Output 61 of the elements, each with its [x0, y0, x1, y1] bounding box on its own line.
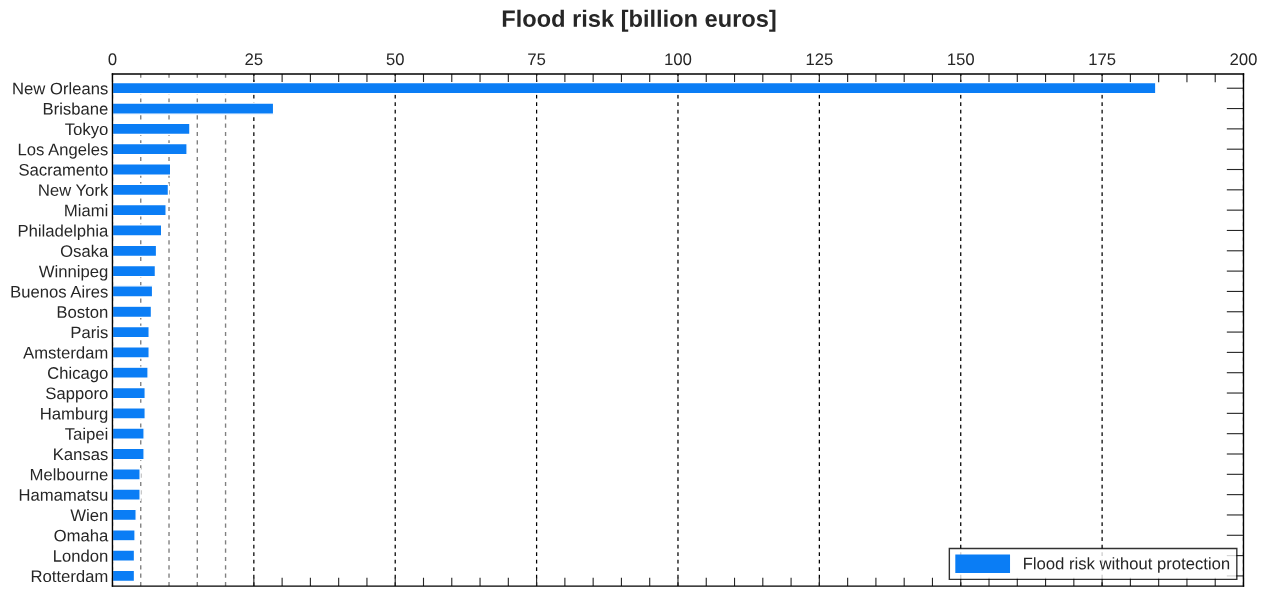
x-tick-label: 175 — [1089, 53, 1116, 66]
x-tick-label: 25 — [245, 53, 263, 66]
bar — [112, 142, 188, 156]
y-tick-label: Buenos Aires — [11, 285, 108, 298]
y-tick-label: Philadelphia — [18, 224, 109, 240]
bar — [112, 508, 137, 522]
y-tick-label: New Orleans — [13, 82, 108, 95]
bar — [112, 325, 150, 339]
bar — [112, 285, 154, 298]
y-tick-label: Sapporo — [46, 387, 108, 403]
bar — [112, 468, 141, 481]
bar — [112, 427, 145, 440]
x-tick-label: 150 — [948, 53, 974, 66]
y-tick-label: Hamamatsu — [19, 489, 108, 501]
y-tick-label: Chicago — [48, 366, 108, 383]
y-tick-label: Miami — [65, 204, 108, 217]
x-tick-label: 75 — [528, 53, 546, 66]
y-tick-label: Tokyo — [65, 122, 108, 139]
y-tick-label: Taipei — [65, 427, 108, 444]
bar — [112, 407, 146, 420]
x-tick-label: 0 — [108, 53, 117, 66]
y-tick-label: Los Angeles — [18, 143, 108, 159]
y-tick-label: Amsterdam — [23, 346, 108, 359]
y-tick-label: Osaka — [60, 244, 109, 257]
bar — [112, 305, 153, 319]
bar — [112, 102, 275, 115]
x-tick-label: 125 — [806, 53, 833, 66]
chart-title: Flood risk [billion euros] — [502, 9, 776, 32]
bar — [112, 122, 191, 136]
y-tick-label: Brisbane — [43, 102, 108, 115]
x-tick-label: 200 — [1230, 53, 1257, 66]
bar — [112, 549, 136, 562]
bar — [112, 203, 167, 217]
bar — [112, 488, 141, 501]
bar — [112, 81, 1157, 95]
bar — [112, 264, 157, 278]
x-tick-label: 50 — [386, 53, 404, 66]
legend-label: Flood risk without protection — [1024, 557, 1230, 573]
bar — [112, 366, 149, 379]
y-tick-label: Sacramento — [19, 163, 108, 176]
y-tick-label: Melbourne — [30, 468, 108, 481]
y-tick-label: Kansas — [54, 448, 108, 461]
bar — [112, 244, 158, 258]
bar — [112, 447, 145, 461]
y-tick-label: Rotterdam — [31, 569, 108, 583]
bar — [112, 183, 170, 197]
bar — [112, 386, 146, 400]
y-tick-label: Omaha — [54, 529, 109, 542]
x-tick-label: 100 — [665, 53, 692, 66]
y-tick-label: Wien — [70, 508, 108, 522]
y-tick-label: London — [54, 549, 108, 562]
y-tick-label: Paris — [71, 326, 108, 339]
bar — [112, 163, 172, 176]
bar — [112, 224, 163, 237]
bar — [112, 528, 136, 542]
y-tick-label: Boston — [57, 306, 108, 318]
y-tick-label: Winnipeg — [38, 265, 108, 281]
bar — [112, 346, 150, 359]
y-tick-label: New York — [39, 183, 109, 197]
y-tick-label: Hamburg — [41, 407, 108, 423]
bar — [112, 569, 136, 583]
